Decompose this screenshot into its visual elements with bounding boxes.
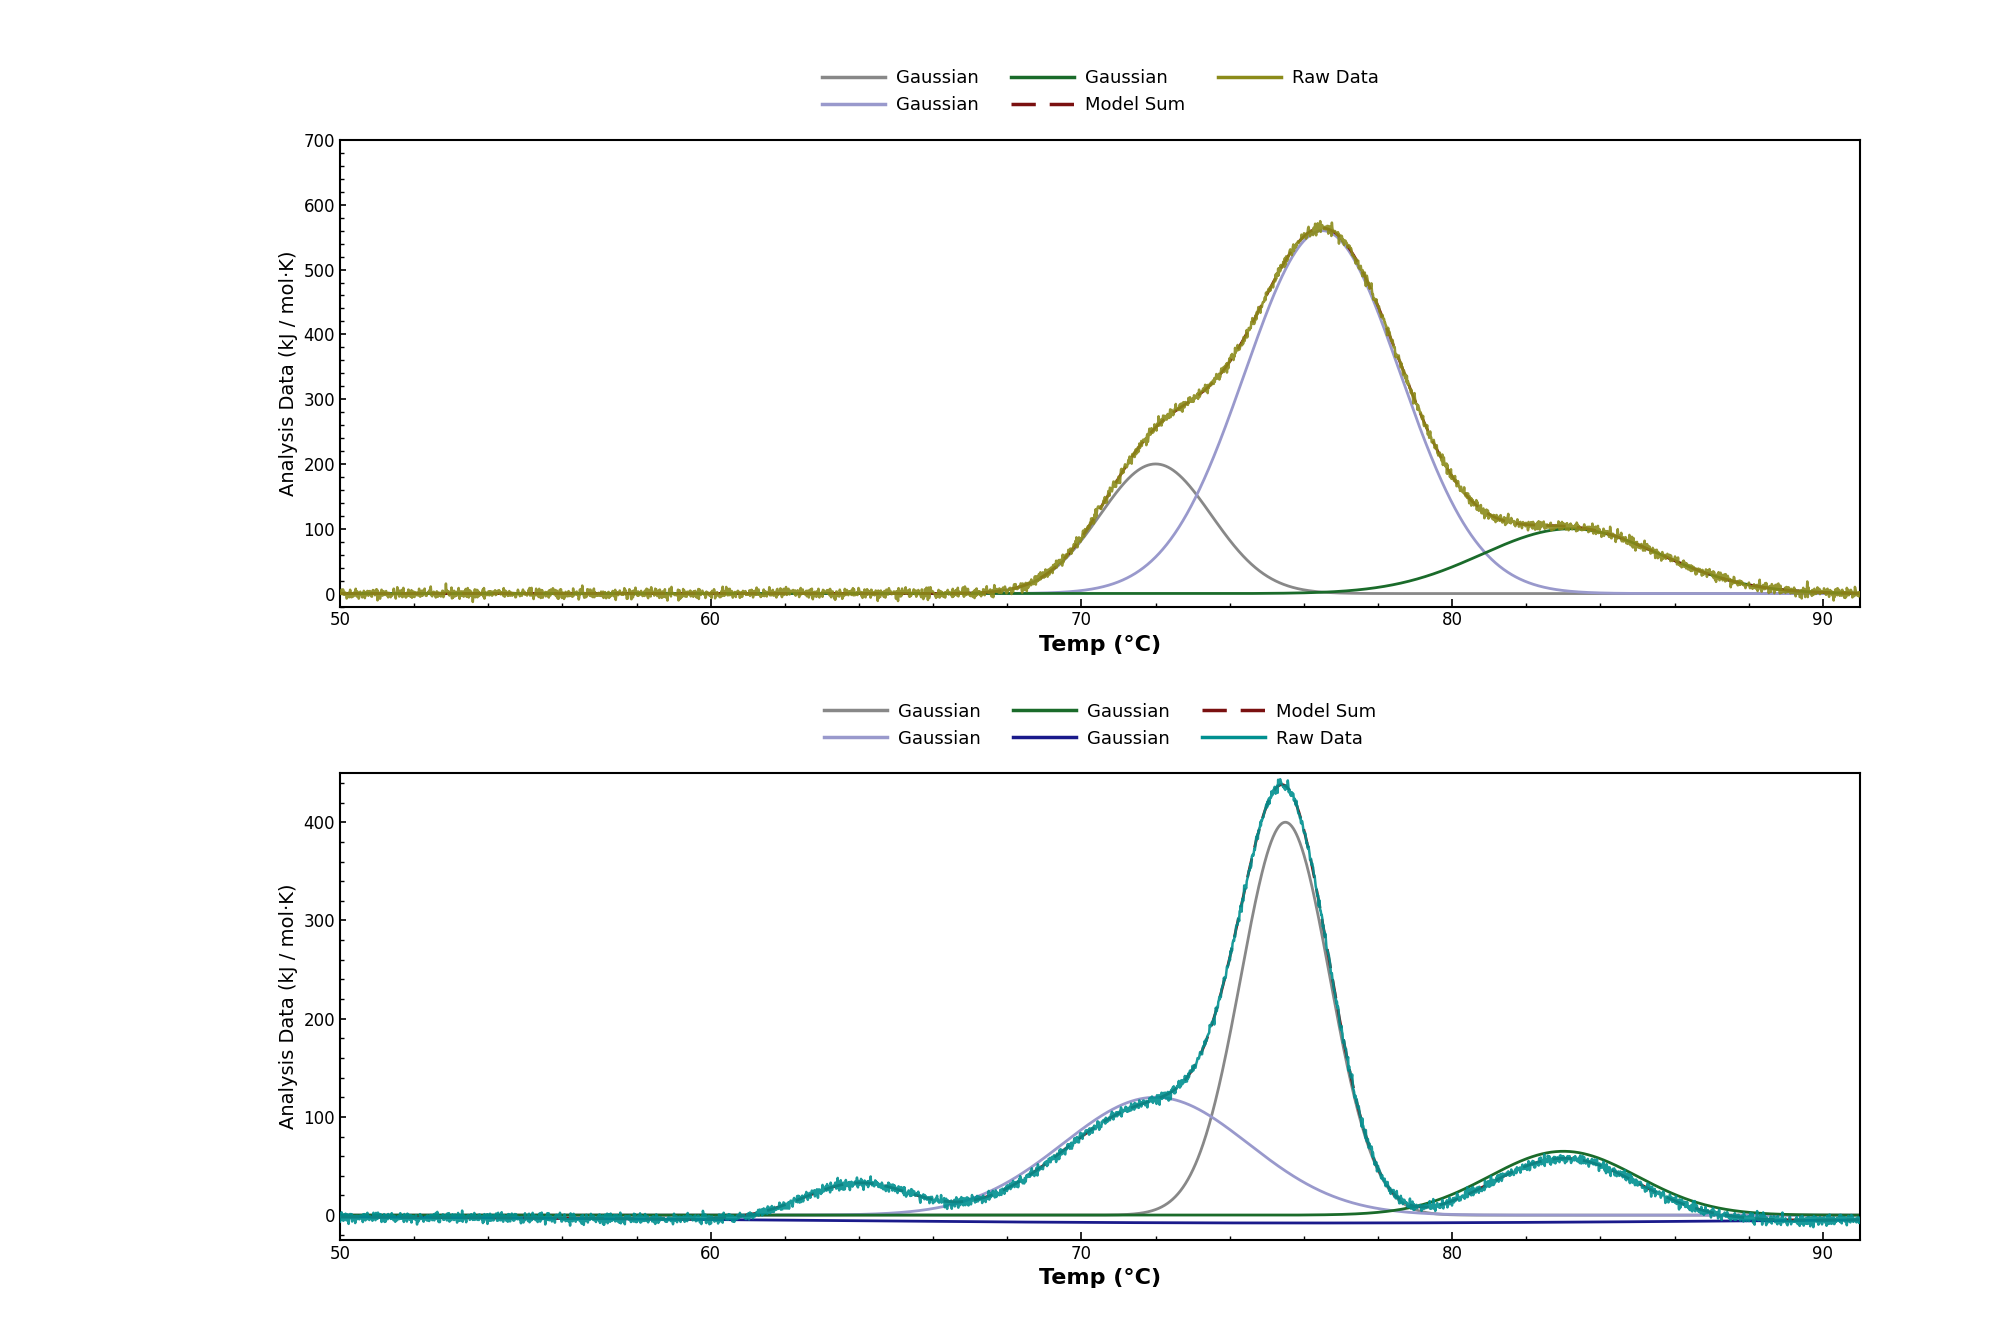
- Legend: Gaussian, Gaussian, Gaussian, Model Sum, Raw Data: Gaussian, Gaussian, Gaussian, Model Sum,…: [814, 63, 1386, 121]
- X-axis label: Temp (°C): Temp (°C): [1038, 1268, 1162, 1288]
- Y-axis label: Analysis Data (kJ / mol·K): Analysis Data (kJ / mol·K): [278, 251, 298, 496]
- Y-axis label: Analysis Data (kJ / mol·K): Analysis Data (kJ / mol·K): [278, 884, 298, 1129]
- X-axis label: Temp (°C): Temp (°C): [1038, 635, 1162, 655]
- Legend: Gaussian, Gaussian, Gaussian, Gaussian, Model Sum, Raw Data: Gaussian, Gaussian, Gaussian, Gaussian, …: [816, 696, 1384, 754]
